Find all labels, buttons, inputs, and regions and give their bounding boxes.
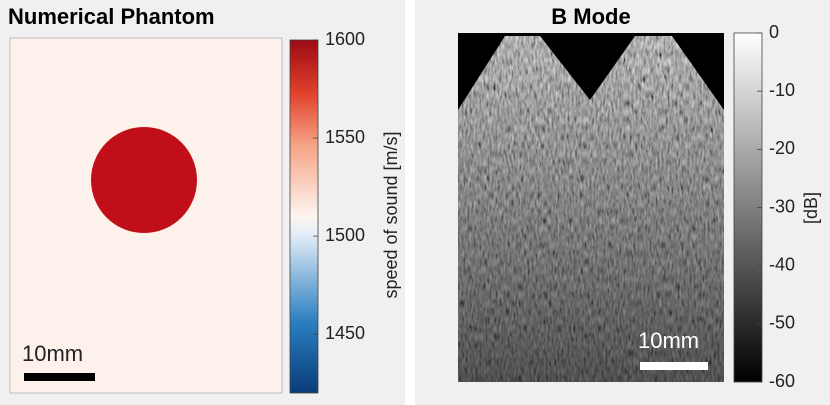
colorbar (289, 39, 319, 394)
tick-label: 1450 (325, 323, 365, 343)
tick-label: 1500 (325, 225, 365, 245)
tick-label: 0 (769, 22, 779, 42)
tick-label: -60 (769, 371, 795, 391)
panel-title: B Mode (551, 4, 630, 29)
colorbar-label: speed of sound [m/s] (381, 131, 401, 298)
tick-label: -20 (769, 138, 795, 158)
inclusion (91, 127, 197, 233)
scale-bar (640, 362, 708, 370)
tick-label: 1600 (325, 29, 365, 49)
scale-bar-label: 10mm (638, 328, 699, 353)
scale-bar-label: 10mm (22, 341, 83, 366)
tick-label: -50 (769, 313, 795, 333)
colorbar-label: [dB] (801, 192, 821, 224)
scale-bar (24, 373, 95, 381)
panel-title: Numerical Phantom (8, 4, 215, 29)
tick-label: -40 (769, 254, 795, 274)
tick-label: 1550 (325, 127, 365, 147)
tick-label: -10 (769, 80, 795, 100)
tick-label: -30 (769, 196, 795, 216)
